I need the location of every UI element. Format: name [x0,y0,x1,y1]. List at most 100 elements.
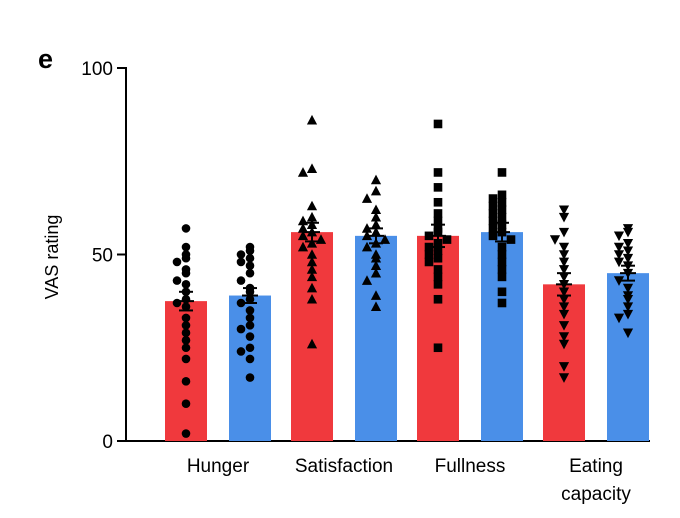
triangle-up-point [379,234,391,244]
triangle-down-point [622,268,634,279]
triangle-up-point [361,241,373,252]
circle-point [245,373,255,382]
square-point [433,265,443,274]
square-point [433,246,443,256]
circle-point [181,335,191,345]
category-label: Eating [569,456,623,477]
category-label: Hunger [187,456,250,477]
circle-point [245,287,255,297]
square-point [433,209,443,218]
square-point [424,231,434,241]
circle-point [181,313,191,323]
triangle-up-point [306,200,318,211]
square-point [497,220,507,229]
circle-point [172,276,182,285]
circle-point [181,280,191,289]
triangle-up-point [297,215,309,226]
circle-point [181,224,191,233]
triangle-up-point [361,275,373,285]
category-label: Satisfaction [295,456,393,477]
triangle-down-point [558,373,570,383]
circle-point [181,429,191,438]
triangle-down-point [613,242,625,253]
square-point [433,119,443,129]
square-point [497,272,507,282]
square-point [497,265,507,274]
triangle-down-point [622,302,634,313]
triangle-down-point [622,309,634,320]
triangle-up-point [306,211,318,222]
triangle-up-point [370,204,382,215]
triangle-up-point [297,230,309,241]
square-point [433,239,443,248]
square-point [497,190,507,200]
triangle-down-point [558,332,570,342]
triangle-up-point [306,256,318,267]
circle-point [181,377,191,386]
triangle-up-point [315,234,327,244]
triangle-up-point [306,338,318,349]
triangle-down-point [558,257,570,268]
triangle-up-point [306,264,318,274]
triangle-up-point [370,290,382,300]
triangle-down-point [558,294,570,305]
circle-point [245,313,255,323]
triangle-up-point [306,114,318,125]
triangle-down-point [622,246,634,257]
circle-point [172,298,182,308]
category-labels: Hunger Satisfaction Fullness Eating capacity [187,456,632,505]
square-point [488,231,498,241]
square-point [433,168,443,177]
y-tick-label: 100 [81,59,113,80]
circle-point [236,276,246,285]
triangle-up-point [306,282,318,293]
triangle-up-point [297,167,309,177]
circle-point [236,347,246,356]
square-point [497,168,507,177]
panel-label: e [38,44,53,74]
circle-point [181,343,191,353]
triangle-down-point [558,302,570,313]
triangle-up-point [370,252,382,263]
circle-point [245,261,255,270]
square-point [488,194,498,203]
triangle-down-point [622,227,634,238]
circle-point [245,332,255,341]
triangle-up-point [306,219,318,229]
y-axis: 0 50 100 [81,59,127,453]
triangle-down-point [558,272,570,283]
square-point [497,250,507,259]
square-point [488,224,498,233]
triangle-up-point [370,260,382,270]
triangle-up-point [306,163,318,174]
square-point [488,209,498,218]
triangle-up-point [306,238,318,248]
circle-point [245,343,255,353]
triangle-down-point [558,280,570,290]
square-point [497,242,507,252]
circle-point [245,354,255,364]
circle-point [181,321,191,330]
triangle-down-point [558,287,570,298]
triangle-up-point [370,238,382,248]
category-label: Fullness [435,456,506,477]
triangle-down-point [622,239,634,249]
square-point [497,197,507,207]
triangle-up-point [306,226,318,237]
triangle-down-point [613,231,625,242]
triangle-down-point [613,250,625,260]
square-point [433,227,443,237]
triangle-down-point [558,339,570,350]
square-point [433,280,443,289]
circle-point [181,328,191,338]
triangle-down-point [613,313,625,324]
triangle-down-point [558,242,570,253]
square-point [488,201,498,211]
square-point [433,343,443,353]
square-point [497,298,507,308]
triangle-down-point [613,276,625,286]
square-point [488,216,498,226]
triangle-up-point [297,241,309,252]
triangle-down-point [558,309,570,320]
